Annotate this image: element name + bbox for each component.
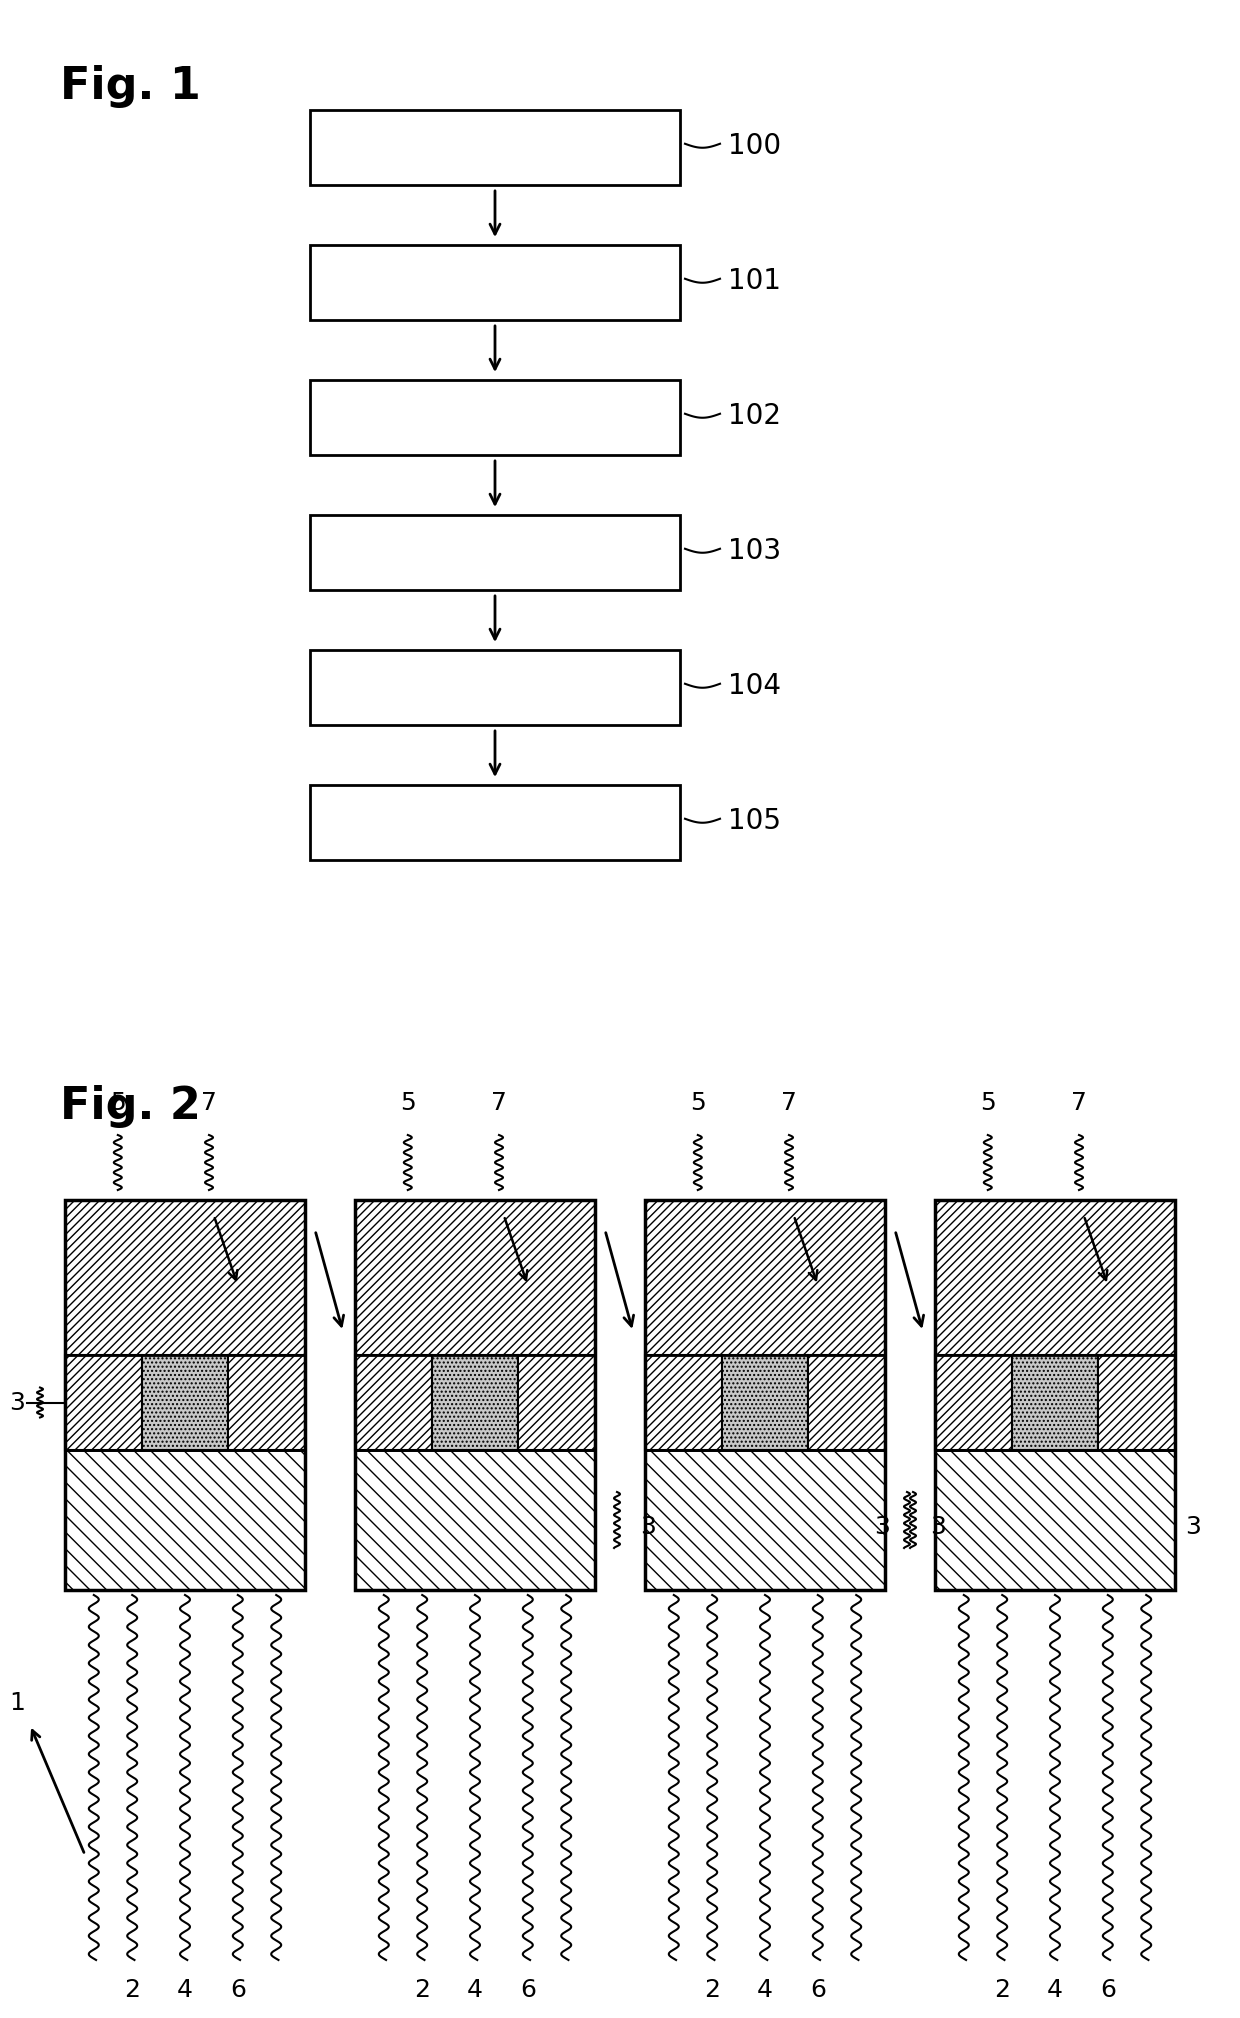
Text: Fig. 2: Fig. 2 [60,1086,201,1128]
Text: 3: 3 [640,1516,656,1540]
Text: 102: 102 [728,402,781,430]
Text: 100: 100 [728,131,781,159]
Bar [64,1354,141,1451]
Bar [355,1201,595,1354]
Text: 6: 6 [520,1978,536,2002]
Text: 4: 4 [756,1978,773,2002]
Text: 6: 6 [229,1978,246,2002]
Bar [64,1201,305,1590]
Bar [935,1201,1176,1590]
Text: 5: 5 [980,1092,996,1116]
Text: 5: 5 [401,1092,415,1116]
Text: 5: 5 [689,1092,706,1116]
Bar [228,1354,305,1451]
Text: 2: 2 [124,1978,140,2002]
Bar [355,1451,595,1590]
Text: 4: 4 [467,1978,484,2002]
Bar [310,111,680,186]
Bar [141,1354,228,1451]
Bar [355,1201,595,1590]
Text: 7: 7 [781,1092,797,1116]
Bar [1012,1354,1099,1451]
Bar [64,1201,305,1354]
Bar [935,1451,1176,1590]
Text: 6: 6 [1100,1978,1116,2002]
Text: 6: 6 [810,1978,826,2002]
Bar [808,1354,885,1451]
Bar [310,785,680,860]
Text: 105: 105 [728,807,781,835]
Text: 2: 2 [994,1978,1011,2002]
Bar [64,1354,305,1451]
Bar [310,650,680,724]
Bar [722,1354,808,1451]
Text: 3: 3 [9,1390,25,1415]
Text: 7: 7 [201,1092,217,1116]
Text: 7: 7 [491,1092,507,1116]
Bar [310,379,680,454]
Text: 101: 101 [728,266,781,295]
Bar [310,515,680,589]
Bar [645,1354,722,1451]
Text: 4: 4 [1047,1978,1063,2002]
Text: Fig. 1: Fig. 1 [60,65,201,109]
Bar [935,1354,1176,1451]
Text: 103: 103 [728,537,781,565]
Bar [64,1451,305,1590]
Bar [645,1354,885,1451]
Text: 4: 4 [177,1978,193,2002]
Text: 3: 3 [930,1516,946,1540]
Bar [355,1354,432,1451]
Bar [432,1354,518,1451]
Bar [1099,1354,1176,1451]
Bar [310,244,680,321]
Text: 3: 3 [874,1516,890,1540]
Text: 104: 104 [728,672,781,700]
Text: 2: 2 [704,1978,720,2002]
Bar [645,1451,885,1590]
Text: 1: 1 [9,1691,25,1715]
Bar [645,1201,885,1354]
Text: 5: 5 [110,1092,125,1116]
Text: 2: 2 [414,1978,430,2002]
Bar [518,1354,595,1451]
Text: 7: 7 [1071,1092,1087,1116]
Bar [645,1201,885,1590]
Bar [935,1201,1176,1354]
Bar [355,1354,595,1451]
Bar [935,1354,1012,1451]
Text: 3: 3 [1185,1516,1200,1540]
